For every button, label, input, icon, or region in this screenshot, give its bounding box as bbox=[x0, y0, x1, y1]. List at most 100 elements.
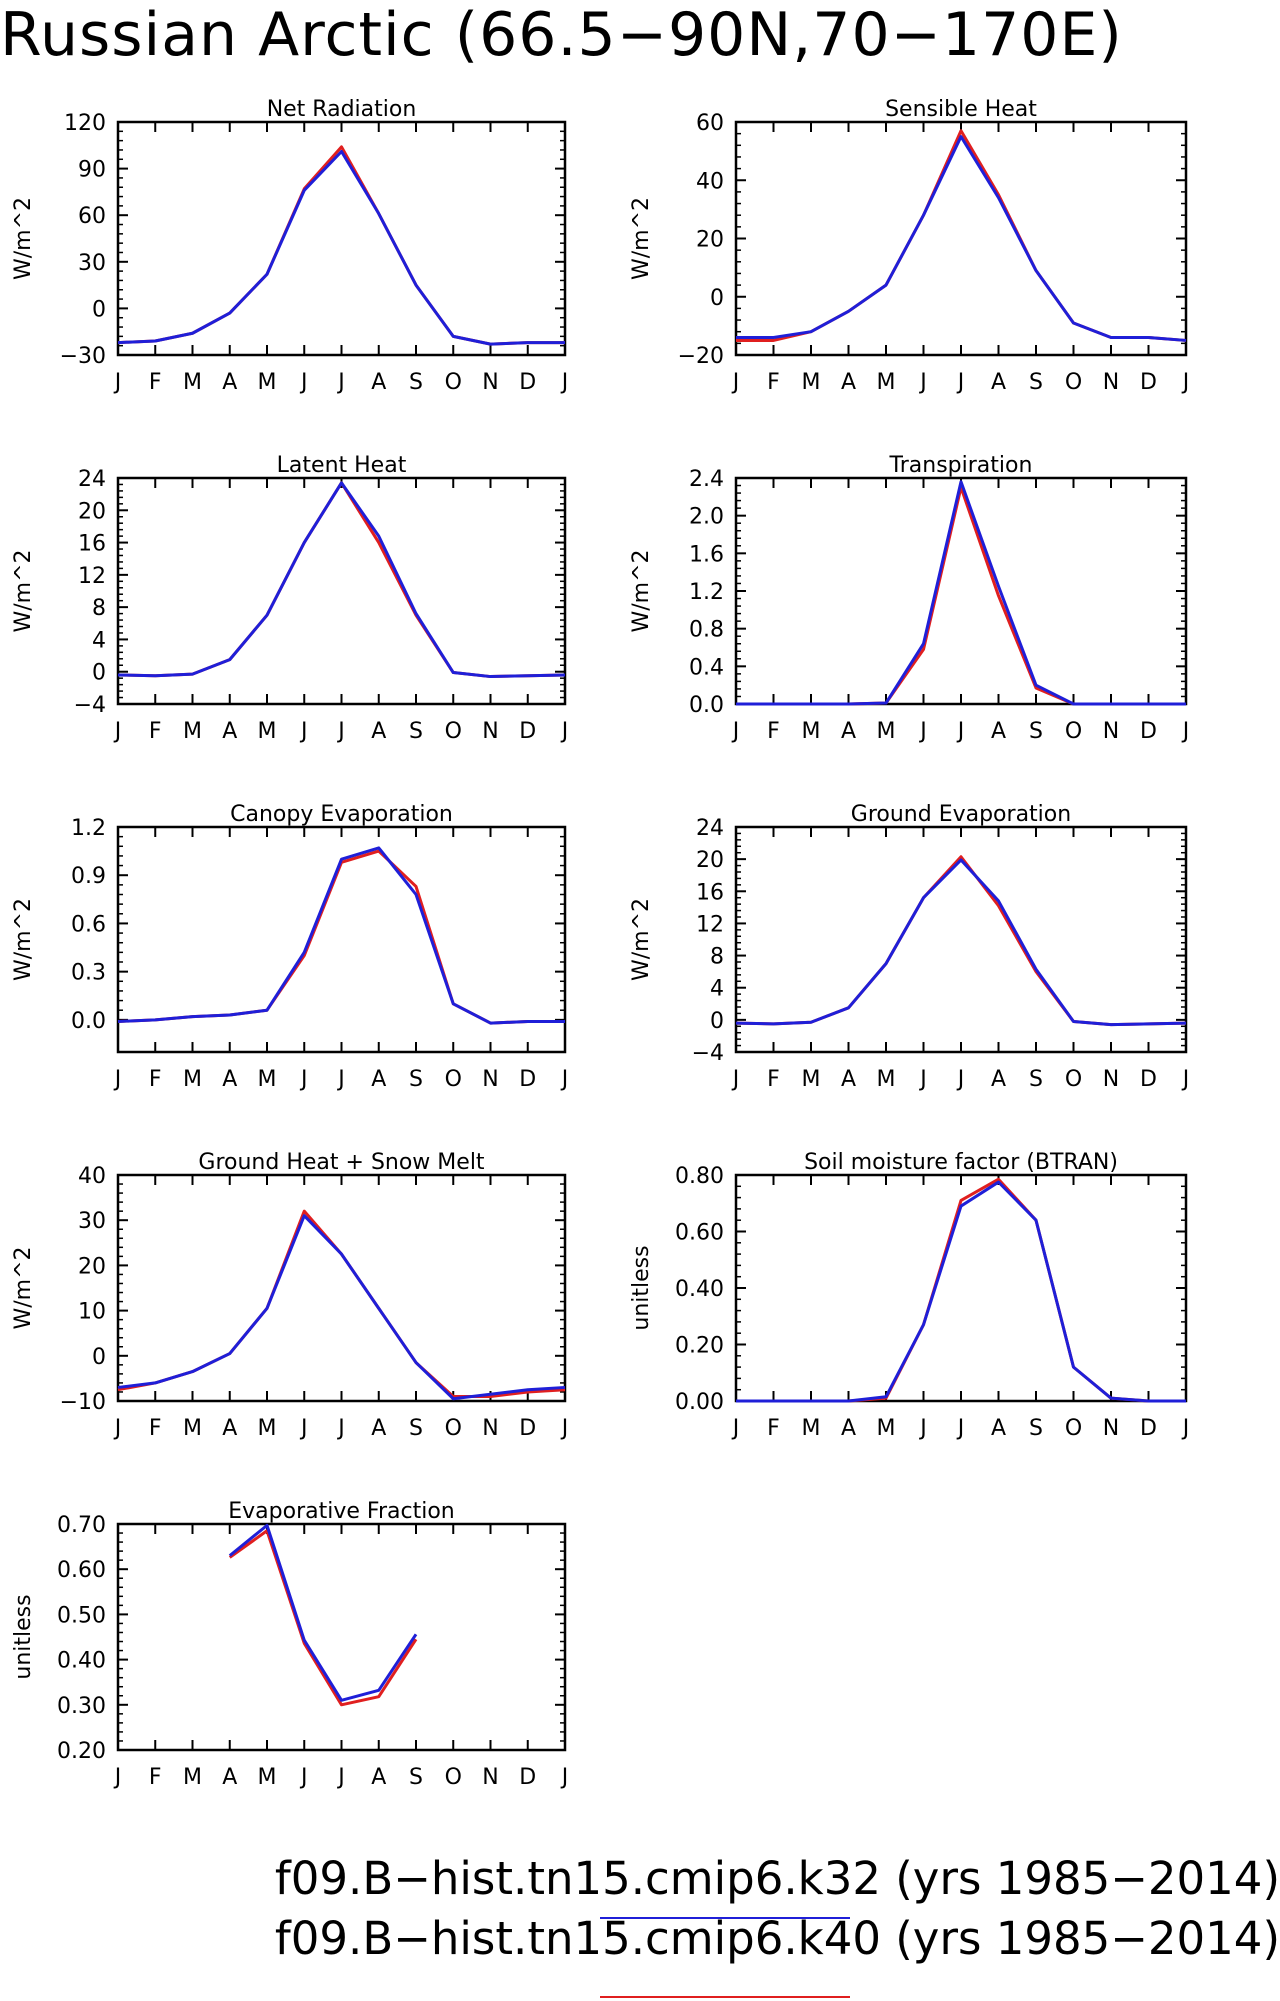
x-tick-label: O bbox=[445, 1765, 462, 1790]
plot-frame bbox=[734, 120, 1188, 357]
x-tick-label: A bbox=[371, 1067, 386, 1092]
series-line-k32 bbox=[117, 150, 565, 346]
y-tick-label: 4 bbox=[92, 628, 106, 653]
x-tick-label: J bbox=[560, 370, 569, 395]
x-tick-label: J bbox=[560, 1765, 569, 1790]
x-tick-label: J bbox=[731, 1067, 740, 1092]
y-tick-label: 0.20 bbox=[675, 1334, 724, 1359]
x-tick-label: A bbox=[841, 1067, 856, 1092]
y-tick-label: 16 bbox=[696, 880, 724, 905]
y-tick-label: 1.2 bbox=[71, 816, 106, 841]
x-tick-label: M bbox=[183, 1416, 202, 1441]
page-title: Russian Arctic (66.5−90N,70−170E) bbox=[0, 0, 1123, 70]
plot-frame bbox=[116, 1173, 567, 1403]
x-tick-label: F bbox=[767, 1416, 780, 1441]
series-line-k32 bbox=[736, 480, 1186, 706]
x-tick-label: S bbox=[1029, 370, 1043, 395]
y-tick-label: 2.0 bbox=[689, 505, 724, 530]
x-tick-label: A bbox=[991, 1067, 1006, 1092]
x-tick-label: O bbox=[1065, 719, 1082, 744]
y-tick-label: 0.70 bbox=[57, 1513, 106, 1538]
x-tick-label: J bbox=[336, 1765, 345, 1790]
x-tick-label: M bbox=[802, 1416, 821, 1441]
x-tick-label: J bbox=[113, 370, 122, 395]
x-tick-label: S bbox=[1029, 1067, 1043, 1092]
y-tick-label: 0.4 bbox=[689, 655, 724, 680]
y-axis-label: W/m^2 bbox=[11, 549, 36, 632]
x-tick-label: J bbox=[560, 1416, 569, 1441]
x-tick-label: F bbox=[149, 1067, 162, 1092]
x-tick-label: J bbox=[918, 370, 927, 395]
x-tick-label: M bbox=[183, 1765, 202, 1790]
y-tick-label: 0.8 bbox=[689, 618, 724, 643]
x-tick-label: N bbox=[482, 1416, 498, 1441]
x-tick-label: J bbox=[299, 1416, 308, 1441]
y-tick-label: 0.6 bbox=[71, 912, 106, 937]
x-tick-label: D bbox=[519, 1416, 536, 1441]
x-tick-label: O bbox=[1065, 1067, 1082, 1092]
y-axis-label: W/m^2 bbox=[629, 549, 654, 632]
x-tick-label: O bbox=[1065, 1416, 1082, 1441]
x-tick-label: N bbox=[1103, 370, 1119, 395]
x-tick-label: J bbox=[336, 1067, 345, 1092]
y-axis-label: W/m^2 bbox=[11, 898, 36, 981]
chart-title: Evaporative Fraction bbox=[228, 1499, 454, 1524]
x-tick-label: J bbox=[731, 370, 740, 395]
plot-frame bbox=[116, 476, 567, 706]
y-tick-label: 40 bbox=[696, 169, 724, 194]
x-tick-label: N bbox=[1103, 1416, 1119, 1441]
y-tick-label: 8 bbox=[710, 945, 724, 970]
legend-entry-k32: f09.B−hist.tn15.cmip6.k32 (yrs 1985−2014… bbox=[274, 1852, 1280, 1905]
x-tick-label: M bbox=[258, 1765, 277, 1790]
x-tick-label: J bbox=[1181, 1067, 1190, 1092]
chart-title: Soil moisture factor (BTRAN) bbox=[804, 1150, 1118, 1175]
y-tick-label: 8 bbox=[92, 596, 106, 621]
legend-swatch-k32 bbox=[600, 1917, 850, 1919]
x-tick-label: O bbox=[445, 1067, 462, 1092]
x-tick-label: S bbox=[409, 1067, 423, 1092]
x-tick-label: N bbox=[1103, 1067, 1119, 1092]
x-tick-label: F bbox=[149, 719, 162, 744]
y-tick-label: 24 bbox=[696, 816, 724, 841]
series-line-k40 bbox=[736, 485, 1186, 706]
x-tick-label: J bbox=[956, 719, 965, 744]
x-tick-label: D bbox=[1140, 370, 1157, 395]
x-tick-label: A bbox=[841, 719, 856, 744]
x-tick-label: S bbox=[409, 719, 423, 744]
x-tick-label: D bbox=[1140, 1067, 1157, 1092]
y-tick-label: 12 bbox=[78, 564, 106, 589]
series-line-k40 bbox=[228, 1529, 418, 1707]
x-tick-label: F bbox=[767, 370, 780, 395]
y-tick-label: 0.30 bbox=[57, 1694, 106, 1719]
x-tick-label: M bbox=[183, 1067, 202, 1092]
series-line-k32 bbox=[228, 1523, 418, 1702]
y-tick-label: 20 bbox=[78, 1254, 106, 1279]
x-tick-label: O bbox=[445, 1416, 462, 1441]
x-tick-label: J bbox=[956, 370, 965, 395]
y-axis-label: unitless bbox=[11, 1594, 36, 1679]
x-tick-label: M bbox=[877, 370, 896, 395]
y-tick-label: 0.60 bbox=[675, 1221, 724, 1246]
y-axis-label: unitless bbox=[629, 1245, 654, 1330]
x-tick-label: J bbox=[918, 1067, 927, 1092]
x-tick-label: J bbox=[956, 1416, 965, 1441]
chart-title: Net Radiation bbox=[267, 97, 417, 122]
y-tick-label: −20 bbox=[678, 344, 724, 369]
y-tick-label: 0.80 bbox=[675, 1164, 724, 1189]
y-tick-label: 0 bbox=[710, 286, 724, 311]
y-axis-label: W/m^2 bbox=[629, 898, 654, 981]
series-line-k40 bbox=[736, 129, 1187, 342]
x-tick-label: F bbox=[149, 370, 162, 395]
x-tick-label: A bbox=[222, 1765, 237, 1790]
y-tick-label: 20 bbox=[696, 848, 724, 873]
x-tick-label: M bbox=[877, 1067, 896, 1092]
x-tick-label: J bbox=[336, 719, 345, 744]
x-tick-label: J bbox=[336, 370, 345, 395]
x-tick-label: J bbox=[113, 1416, 122, 1441]
y-tick-label: 120 bbox=[64, 111, 106, 136]
x-tick-label: J bbox=[1181, 370, 1190, 395]
plot-frame bbox=[116, 1522, 567, 1752]
x-tick-label: J bbox=[1181, 1416, 1190, 1441]
